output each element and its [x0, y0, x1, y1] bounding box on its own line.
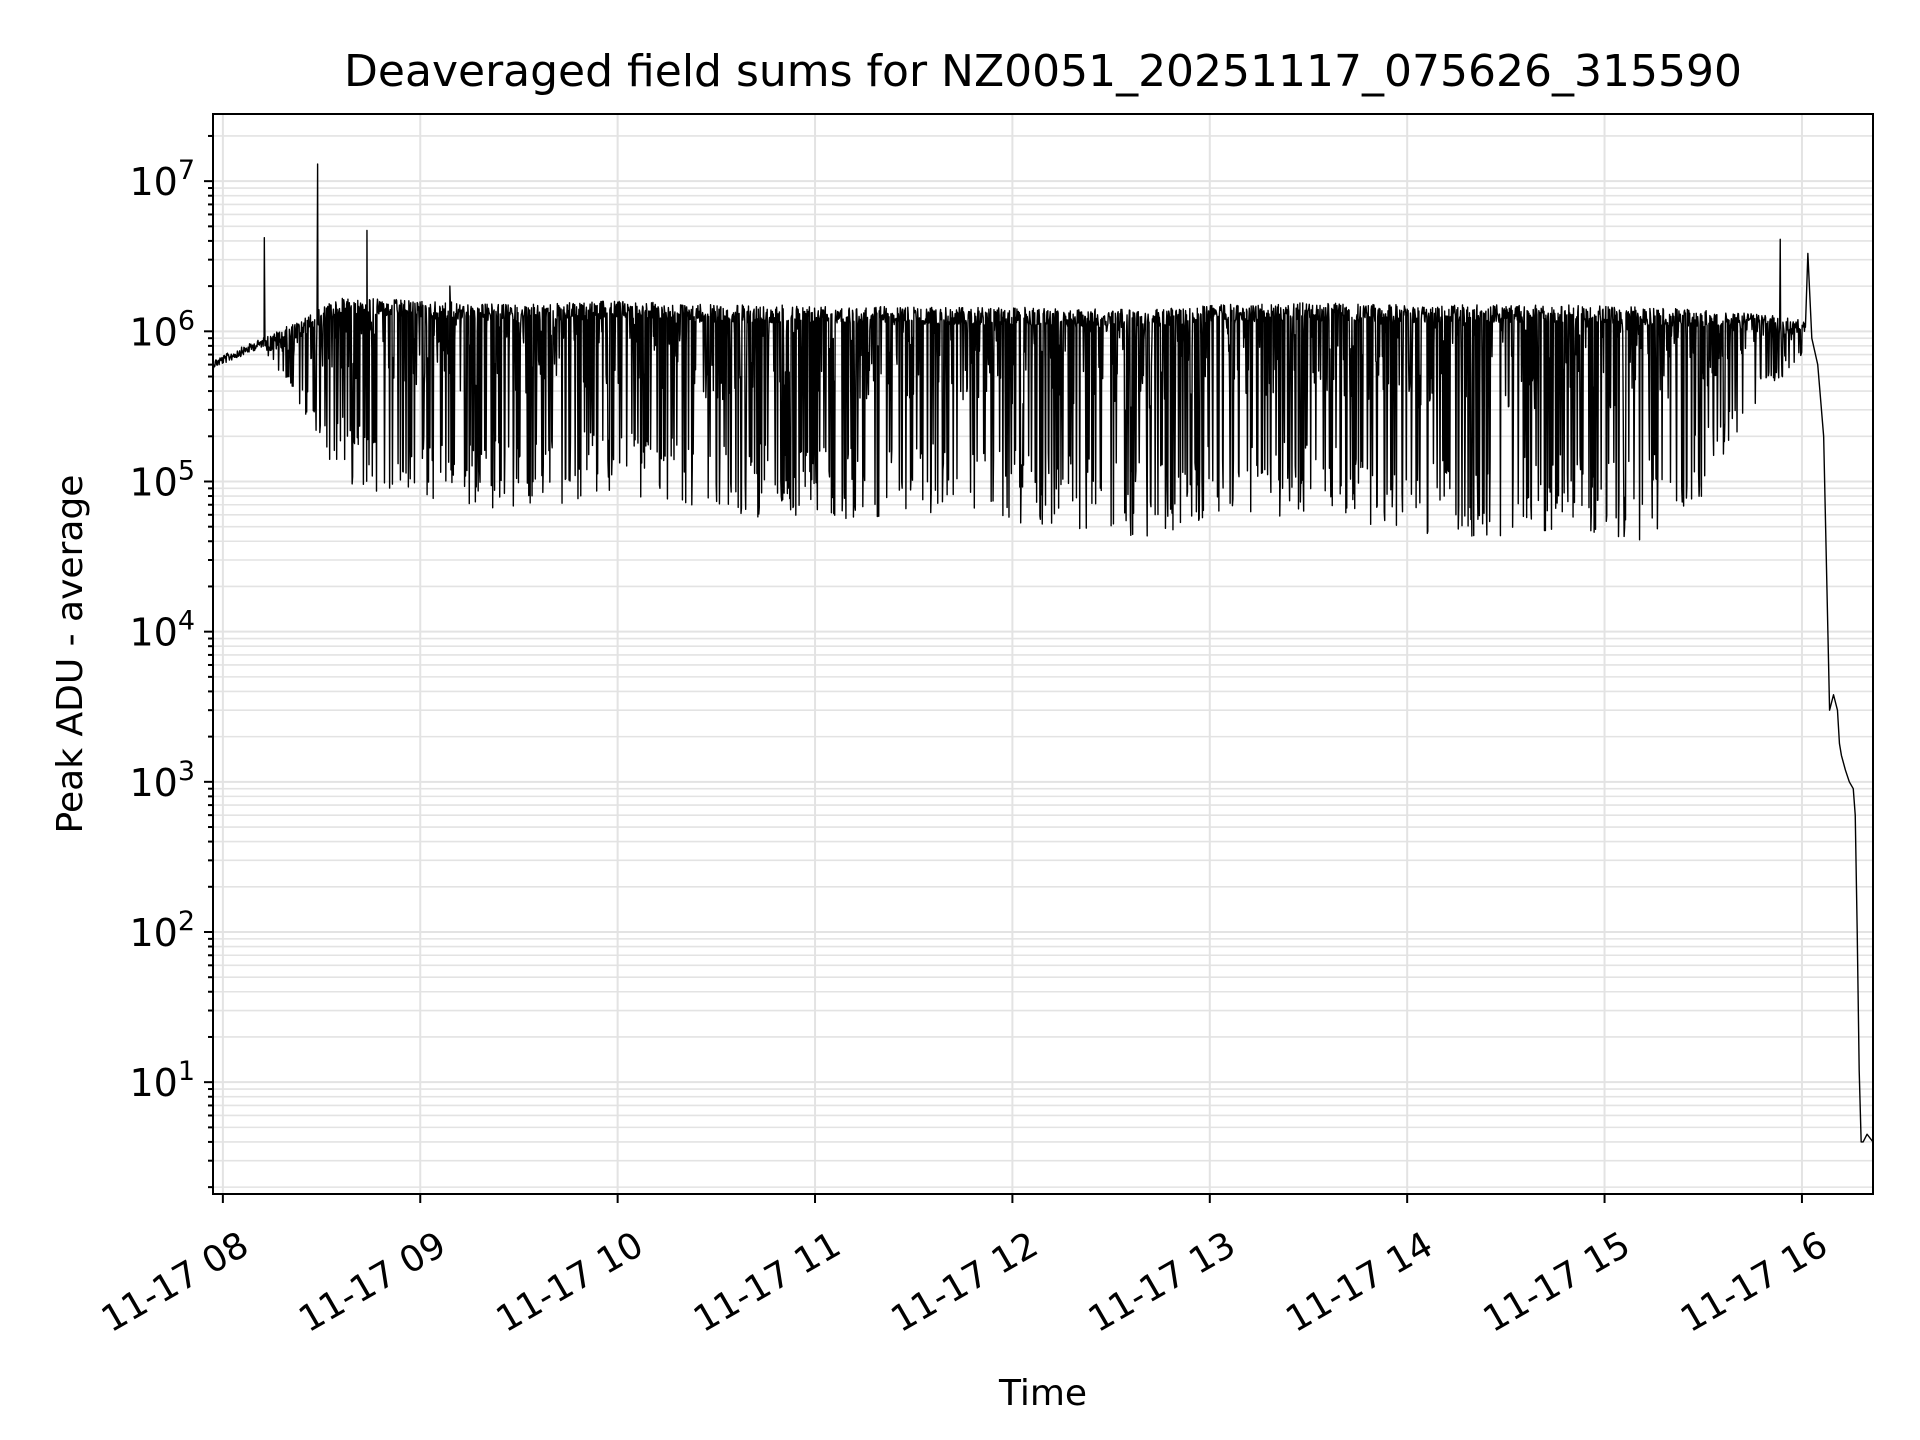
y-tick-exponent: 7 — [178, 155, 195, 186]
y-axis-label: Peak ADU - average — [50, 475, 91, 834]
y-tick-label: 104 — [129, 606, 195, 655]
series-line — [212, 163, 1874, 1143]
y-tick-label: 103 — [129, 756, 195, 805]
y-tick-base: 10 — [129, 761, 177, 805]
y-tick-base: 10 — [129, 1061, 177, 1105]
y-tick-exponent: 3 — [178, 756, 195, 787]
y-tick-exponent: 5 — [178, 455, 195, 486]
y-tick-label: 102 — [129, 906, 195, 955]
y-tick-base: 10 — [129, 160, 177, 204]
chart-title: Deaveraged field sums for NZ0051_2025111… — [344, 46, 1742, 97]
x-axis-label: Time — [998, 1373, 1087, 1414]
y-tick-label: 105 — [129, 455, 195, 504]
y-tick-exponent: 2 — [178, 906, 195, 937]
y-tick-base: 10 — [129, 310, 177, 354]
y-tick-base: 10 — [129, 611, 177, 655]
y-tick-exponent: 4 — [178, 606, 195, 637]
y-tick-label: 106 — [129, 305, 195, 354]
y-tick-base: 10 — [129, 460, 177, 504]
y-tick-base: 10 — [129, 911, 177, 955]
y-tick-label: 107 — [129, 155, 195, 204]
data-layer — [212, 163, 1874, 1143]
y-tick-label: 101 — [129, 1056, 195, 1105]
y-tick-exponent: 1 — [178, 1056, 195, 1087]
y-tick-exponent: 6 — [178, 305, 195, 336]
